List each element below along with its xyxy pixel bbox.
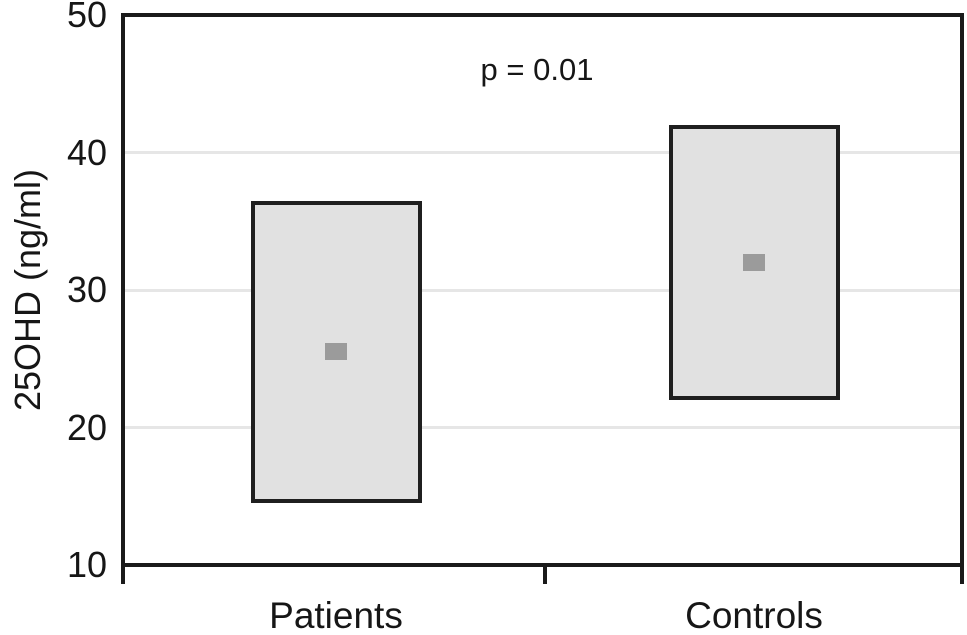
y-tick-label-50: 50 bbox=[66, 0, 107, 35]
gridline-30 bbox=[125, 288, 960, 292]
p-value-annotation: p = 0.01 bbox=[480, 52, 594, 87]
y-tick-label-40: 40 bbox=[66, 131, 107, 173]
gridline-40 bbox=[125, 151, 960, 154]
y-tick-label-30: 30 bbox=[66, 269, 107, 310]
x-axis-tick-0 bbox=[121, 565, 125, 584]
plot-area bbox=[121, 13, 964, 567]
mean-marker-patients bbox=[325, 343, 347, 361]
y-tick-label-10: 10 bbox=[66, 544, 107, 585]
x-axis-tick-1 bbox=[543, 565, 547, 584]
gridline-20 bbox=[125, 426, 960, 429]
x-category-label-patients: Patients bbox=[269, 595, 403, 635]
mean-marker-controls bbox=[743, 254, 765, 271]
x-category-label-controls: Controls bbox=[685, 595, 823, 635]
x-axis-tick-2 bbox=[960, 565, 964, 584]
y-tick-label-20: 20 bbox=[66, 406, 107, 448]
